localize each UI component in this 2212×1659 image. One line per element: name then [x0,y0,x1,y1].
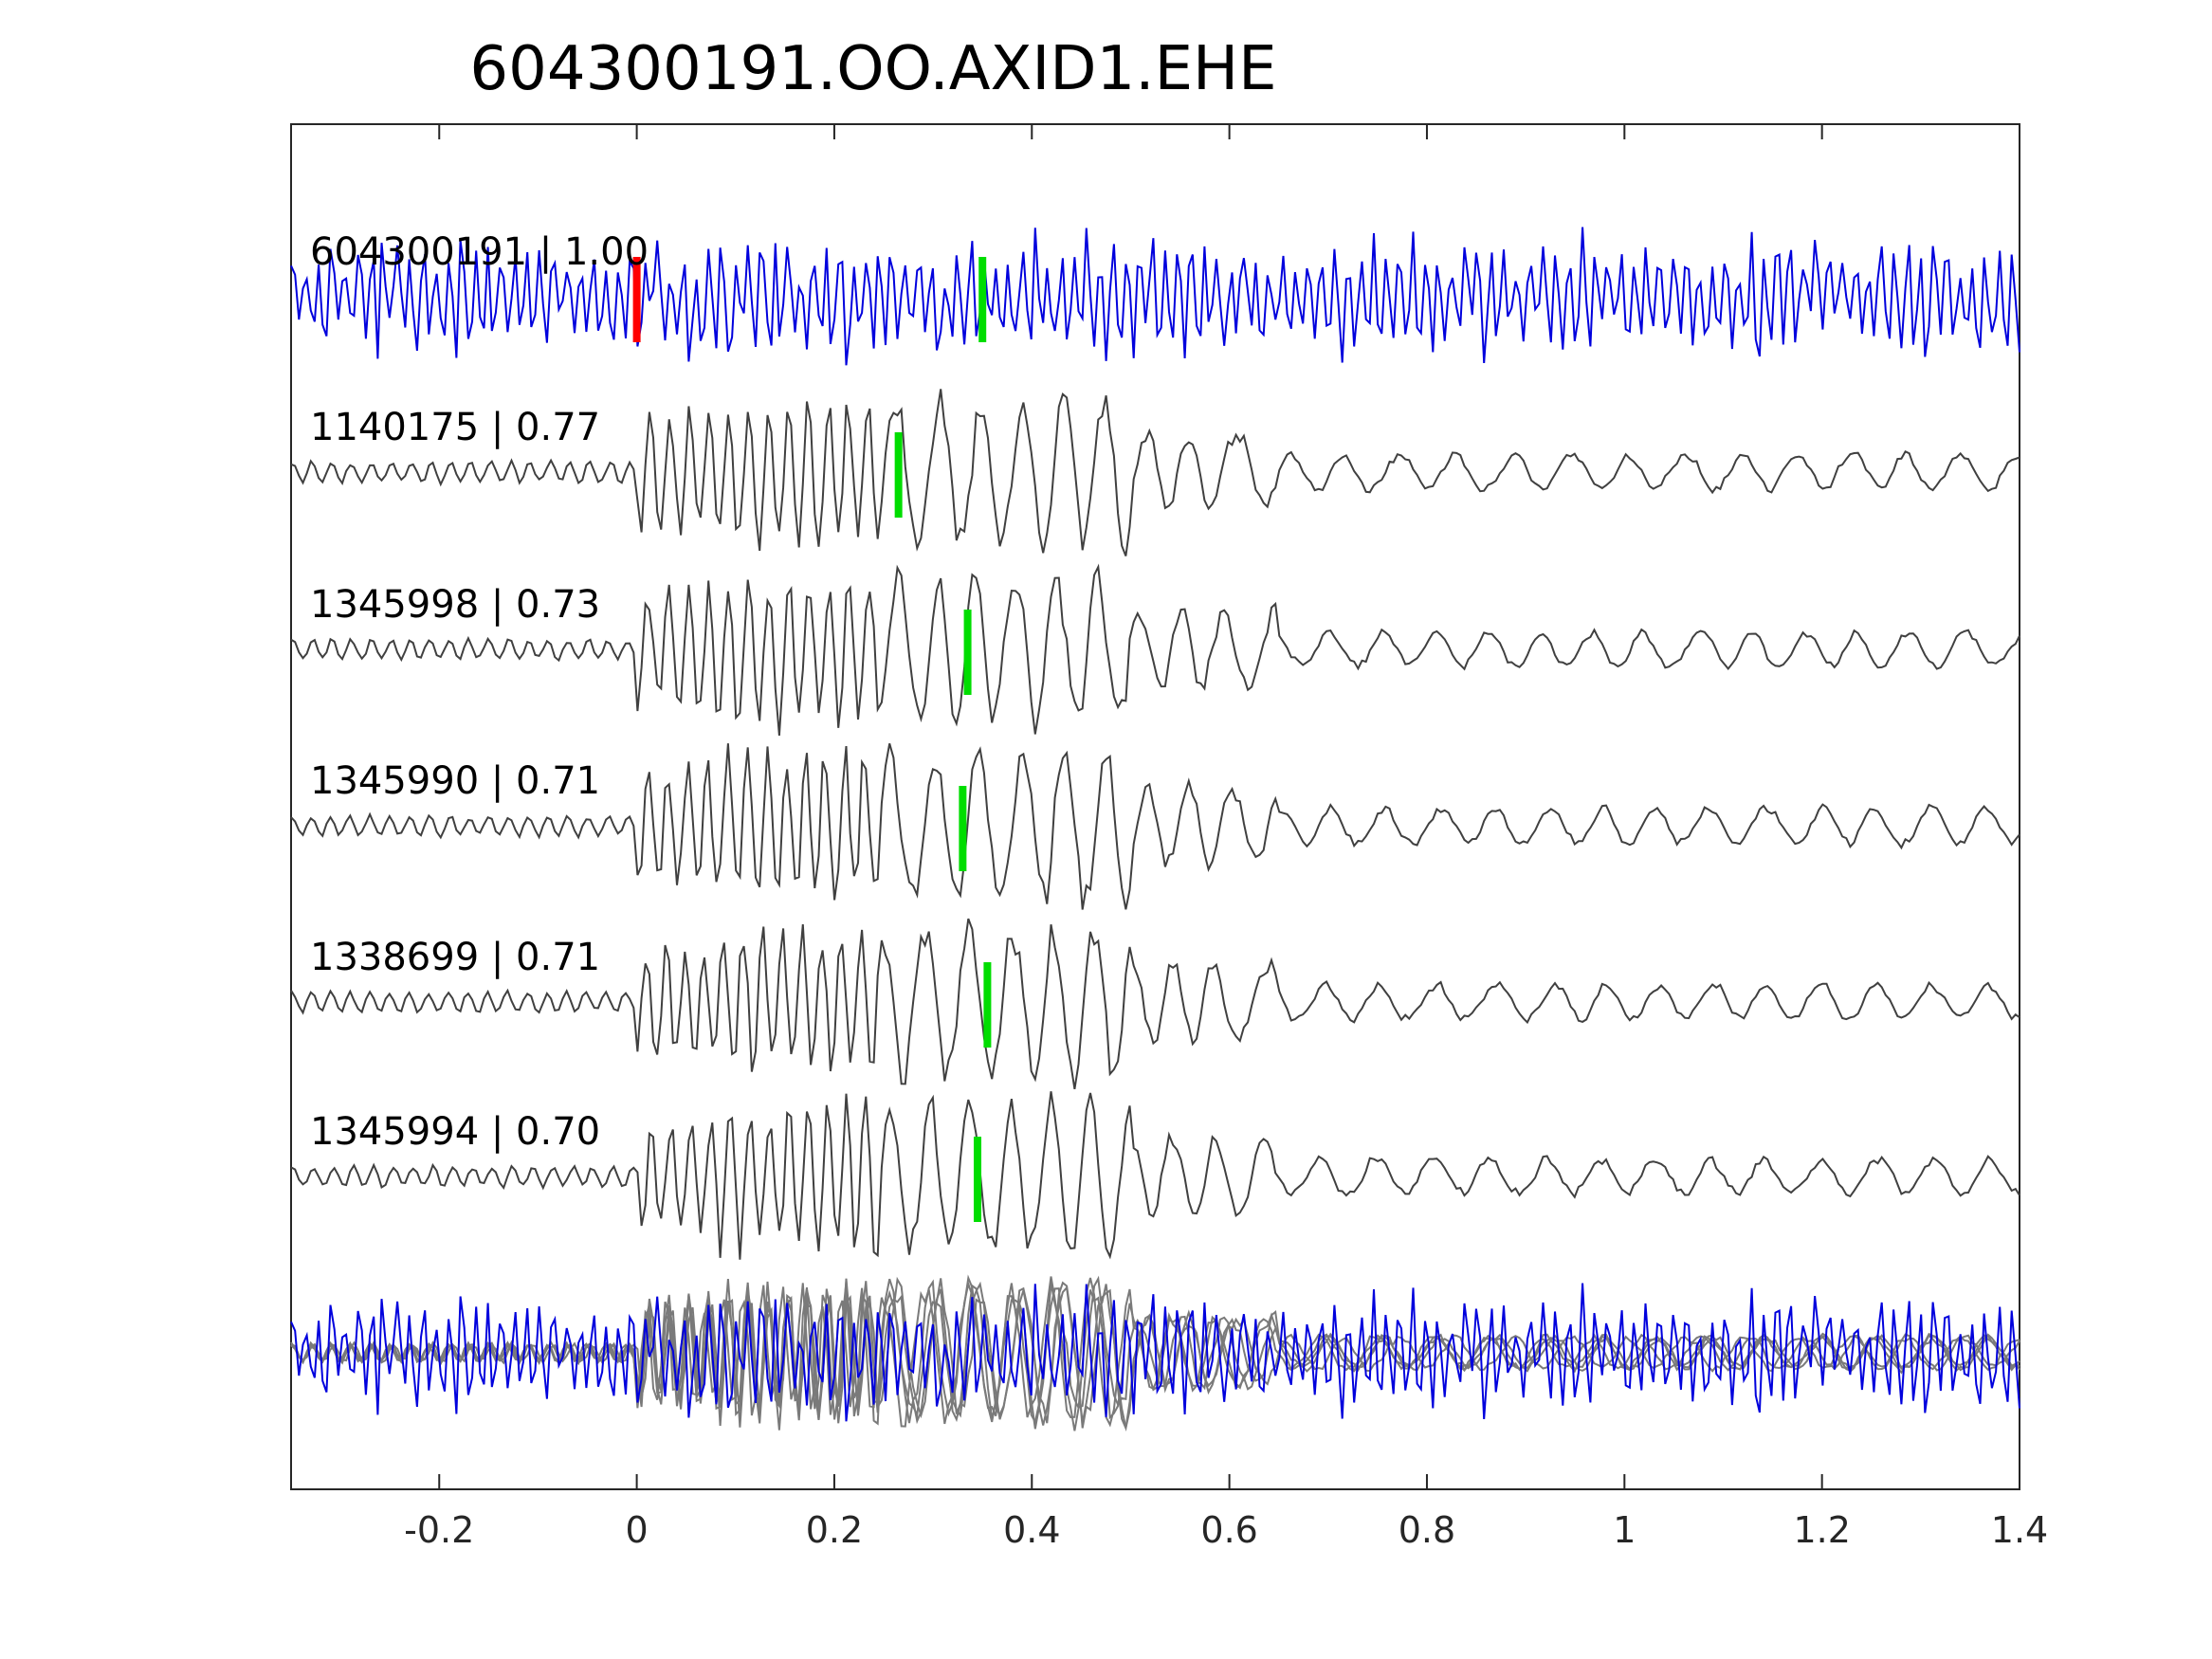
x-tick-label: 1.4 [1991,1509,2048,1551]
overlay-panel [290,1274,2020,1432]
x-tick-label: 0.6 [1200,1509,1257,1551]
trace-label-1338699: 1338699 | 0.71 [310,936,600,979]
trace-labels: 604300191 | 1.00 1140175 | 0.77 1345998 | … [310,230,649,1154]
overlay-line-604300191 [290,1283,2020,1422]
x-tick-label: 1.2 [1793,1509,1850,1551]
trace-label-1345998: 1345998 | 0.73 [310,583,600,627]
overlay-line-1345998 [290,1275,2020,1431]
plot-frame [290,123,2020,1490]
trace-line-1140175 [290,389,2020,556]
x-tick-label: 0.4 [1003,1509,1060,1551]
trace-label-1345994: 1345994 | 0.70 [310,1110,600,1154]
trace-line-1345998 [290,563,2020,736]
pick-markers [632,257,992,1222]
trace-line-1345994 [290,1091,2020,1260]
x-tick-label: -0.2 [404,1509,474,1551]
trace-label-1345990: 1345990 | 0.71 [310,759,600,803]
trace-line-1338699 [290,918,2020,1089]
overlay-line-1338699 [290,1274,2020,1431]
trace-line-604300191 [290,227,2020,366]
x-tick-label: 0 [626,1509,649,1551]
trace-line-1345990 [290,743,2020,910]
x-tick-label: 0.2 [806,1509,863,1551]
trace-label-1140175: 1140175 | 0.77 [310,406,600,449]
x-tick-label: 0.8 [1398,1509,1455,1551]
x-tick-label: 1 [1613,1509,1636,1551]
chart-title: 604300191.OO.AXID1.EHE [469,34,1276,104]
trace-label-604300191: 604300191 | 1.00 [310,230,649,274]
x-axis: -0.2 0 0.2 0.4 0.6 0.8 1 1.2 1.4 [404,124,2048,1551]
trace-stack [290,227,2020,1260]
